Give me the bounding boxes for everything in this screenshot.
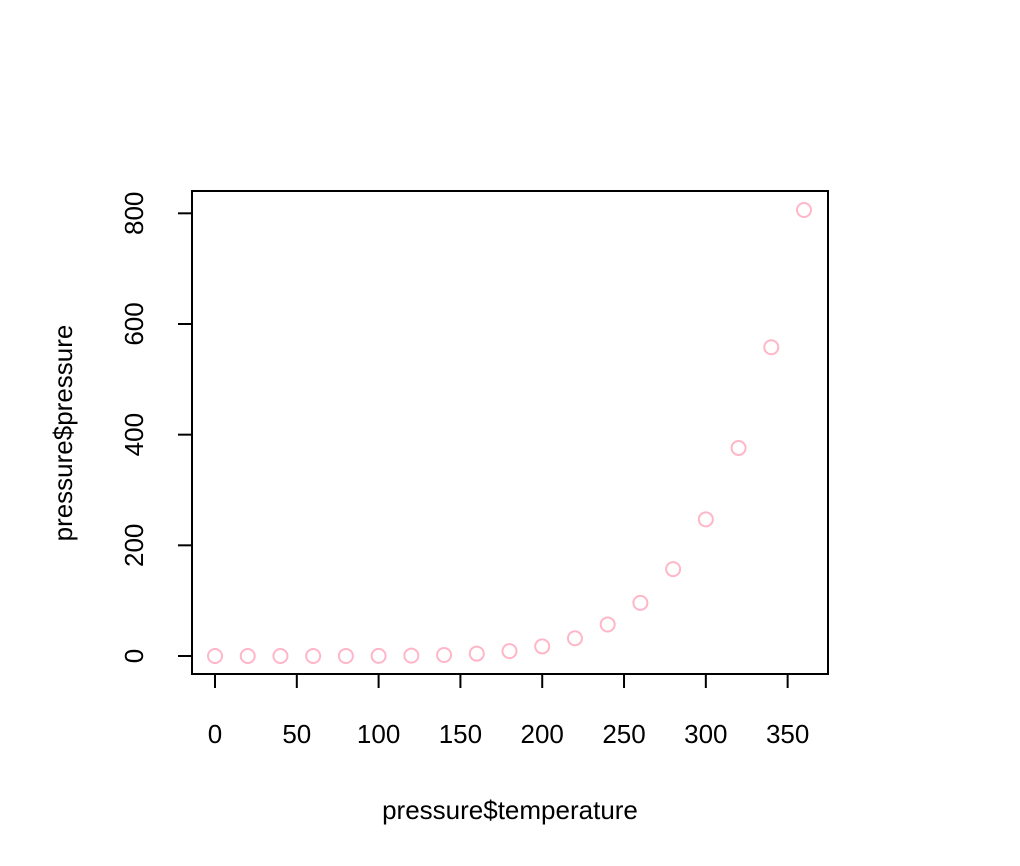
data-point xyxy=(697,511,714,528)
x-tick-label: 200 xyxy=(521,719,564,749)
data-point xyxy=(370,647,387,664)
y-axis: 0 200 400 600 800 xyxy=(119,192,193,663)
x-tick-label: 0 xyxy=(208,719,222,749)
y-tick-label: 600 xyxy=(119,302,149,345)
x-tick-label: 250 xyxy=(602,719,645,749)
data-point xyxy=(566,630,583,647)
data-point xyxy=(534,638,551,655)
x-axis: 0 50 100 150 200 250 300 350 xyxy=(208,673,809,749)
data-point xyxy=(207,647,223,664)
data-point xyxy=(403,647,420,664)
x-tick-label: 100 xyxy=(357,719,400,749)
y-tick-label: 800 xyxy=(119,192,149,235)
plot-frame xyxy=(191,190,829,675)
data-point xyxy=(305,647,322,664)
data-point xyxy=(436,646,453,663)
x-tick-label: 150 xyxy=(439,719,482,749)
x-tick-label: 300 xyxy=(684,719,727,749)
data-point xyxy=(501,643,518,660)
x-tick-label: 50 xyxy=(282,719,311,749)
data-point xyxy=(337,647,354,664)
data-point xyxy=(468,645,485,662)
data-point xyxy=(763,339,780,356)
data-point xyxy=(239,647,256,664)
data-point xyxy=(730,439,747,456)
data-point xyxy=(599,616,616,633)
y-tick-label: 400 xyxy=(119,413,149,456)
x-axis-label: pressure$temperature xyxy=(382,795,638,825)
y-axis-label: pressure$pressure xyxy=(48,325,78,542)
data-point xyxy=(796,202,812,218)
data-point xyxy=(272,647,289,664)
data-points xyxy=(207,202,812,664)
data-point xyxy=(665,561,682,578)
data-point xyxy=(632,594,649,611)
y-tick-label: 200 xyxy=(119,524,149,567)
y-tick-label: 0 xyxy=(119,649,149,663)
x-tick-label: 350 xyxy=(766,719,809,749)
